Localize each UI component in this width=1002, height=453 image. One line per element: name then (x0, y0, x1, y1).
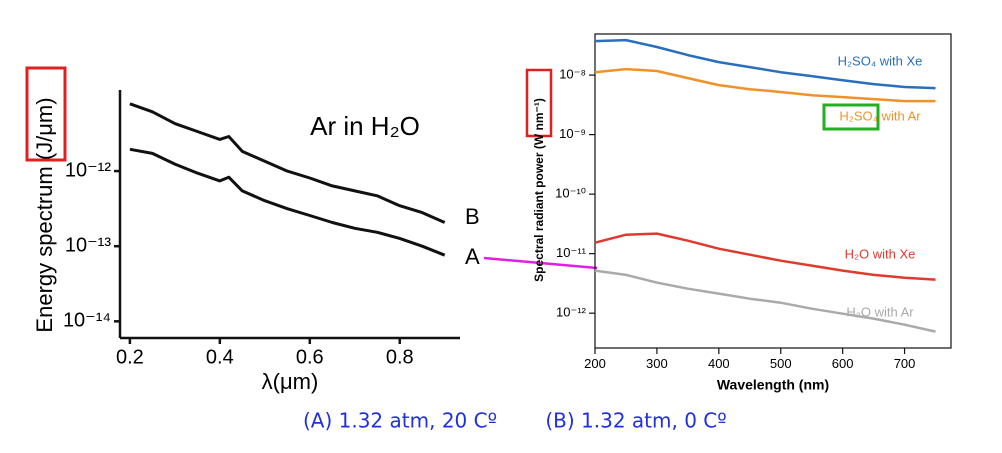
y-tick-label: 10⁻⁹ (559, 126, 586, 141)
y-tick-label: 10⁻¹² (556, 305, 587, 320)
series-label: B (465, 204, 480, 229)
series-line (594, 232, 936, 281)
series-line (129, 102, 446, 224)
x-tick-label: 0.2 (116, 346, 144, 368)
y-tick-label: 10⁻¹⁴ (63, 310, 111, 332)
series-line (129, 147, 446, 257)
caption: (B) 1.32 atm, 0 Cº (545, 409, 726, 433)
x-tick-label: 300 (646, 356, 668, 371)
series-label: H₂SO₄ with Ar (839, 108, 921, 123)
annotation: Ar in H₂O (310, 111, 420, 141)
x-tick-label: 0.4 (206, 346, 234, 368)
series-label: A (465, 244, 480, 269)
y-tick-label: 10⁻⁸ (559, 67, 586, 82)
x-tick-label: 200 (584, 356, 606, 371)
x-axis-label: λ(μm) (262, 369, 319, 394)
series-line (594, 38, 936, 90)
connector (483, 256, 598, 270)
plot-frame (594, 33, 952, 349)
y-axis-label: Spectral radiant power (W nm⁻¹) (532, 98, 546, 282)
x-tick-label: 0.8 (386, 346, 414, 368)
series-label: H₂O with Ar (846, 304, 914, 319)
x-tick-label: 500 (770, 356, 792, 371)
x-tick-label: 0.6 (296, 346, 324, 368)
series-label: H₂O with Xe (845, 246, 916, 261)
highlight-box (525, 68, 553, 138)
series-line (594, 269, 936, 333)
caption: (A) 1.32 atm, 20 Cº (303, 409, 497, 433)
y-axis-label: Energy spectrum (J/μm) (32, 97, 57, 332)
x-axis-label: Wavelength (nm) (717, 377, 829, 393)
x-tick-label: 700 (894, 356, 916, 371)
y-tick-label: 10⁻¹³ (65, 234, 111, 256)
y-tick-label: 10⁻¹² (65, 159, 111, 181)
highlight-box (25, 66, 67, 162)
x-tick-label: 600 (832, 356, 854, 371)
series-label: H₂SO₄ with Xe (838, 53, 923, 68)
series-line (594, 67, 936, 103)
y-tick-label: 10⁻¹¹ (556, 245, 587, 260)
highlight-box (822, 103, 880, 131)
x-tick-label: 400 (708, 356, 730, 371)
y-tick-label: 10⁻¹⁰ (555, 186, 586, 201)
